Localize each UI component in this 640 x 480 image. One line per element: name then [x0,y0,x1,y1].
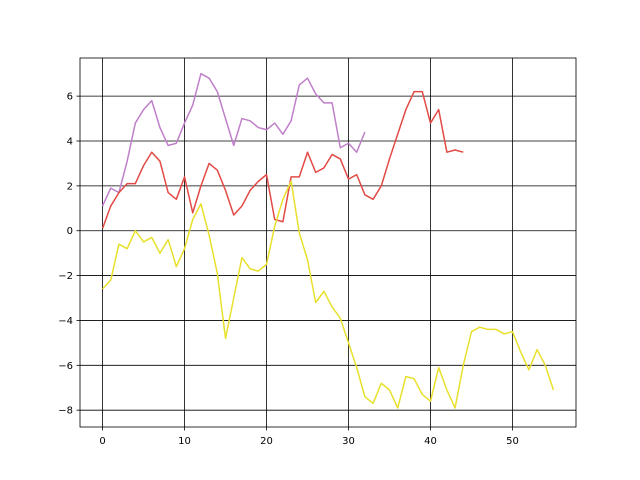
y-tick-label: −8 [58,406,73,417]
grid [80,58,576,427]
y-tick-label: 0 [67,226,73,237]
y-tick-label: −2 [58,271,73,282]
x-tick-label: 30 [342,436,355,447]
series-line-2 [101,90,464,229]
series-line-1 [101,72,366,207]
series-line-3 [101,180,555,409]
y-tick-label: −4 [58,316,73,327]
y-tick-label: 4 [67,136,73,147]
x-tick-label: 0 [99,436,105,447]
y-tick-label: 6 [67,92,73,103]
y-tick-label: −6 [58,361,73,372]
x-tick-label: 10 [178,436,191,447]
x-tick-label: 50 [506,436,519,447]
y-tick-label: 2 [67,181,73,192]
plot-frame [79,57,577,428]
x-tick-label: 40 [424,436,437,447]
series-lines [101,72,555,409]
x-tick-label: 20 [260,436,273,447]
axis-ticks: 0 10 20 30 40 50 −8 −6 −4 −2 0 2 4 6 [58,92,519,447]
